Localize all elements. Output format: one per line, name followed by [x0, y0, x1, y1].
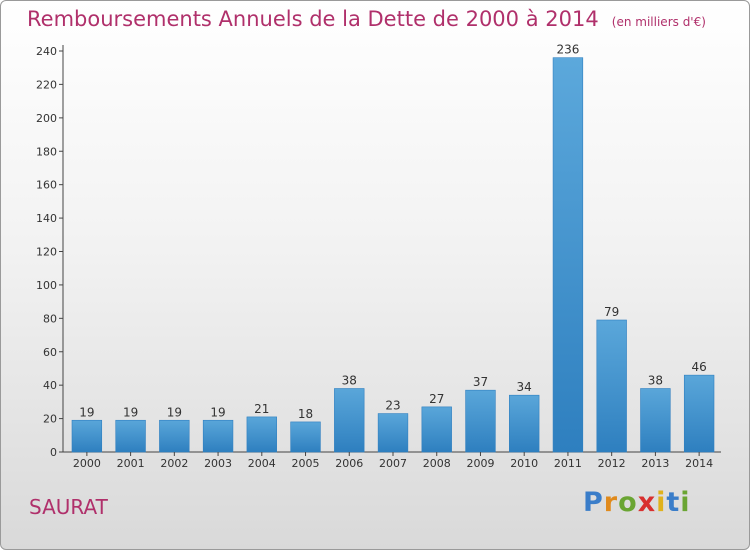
y-tick-label: 20 [43, 413, 57, 426]
y-tick-label: 80 [43, 312, 57, 325]
bar [202, 419, 234, 453]
value-label: 19 [123, 405, 138, 419]
value-label: 23 [385, 399, 400, 413]
y-tick-label: 100 [36, 279, 57, 292]
value-label: 79 [604, 305, 619, 319]
x-tick-label: 2006 [335, 457, 363, 470]
value-label: 46 [691, 360, 706, 374]
x-tick-label: 2007 [379, 457, 407, 470]
bar [596, 319, 627, 453]
chart-title: Remboursements Annuels de la Dette de 20… [27, 7, 706, 31]
y-tick-label: 240 [36, 45, 57, 58]
bar [421, 406, 452, 453]
value-label: 19 [210, 405, 225, 419]
x-tick-label: 2010 [510, 457, 538, 470]
value-label: 19 [79, 405, 94, 419]
title-text: Remboursements Annuels de la Dette de 20… [27, 7, 599, 31]
y-tick-label: 160 [36, 179, 57, 192]
bar [465, 389, 496, 453]
value-label: 34 [517, 380, 532, 394]
bar [159, 419, 190, 453]
proxiti-logo: Proxiti [583, 487, 691, 518]
bar [640, 388, 671, 453]
y-tick-label: 200 [36, 112, 57, 125]
bar [246, 416, 277, 453]
bar [334, 388, 365, 453]
logo-letter: i [680, 487, 691, 518]
x-tick-label: 2004 [248, 457, 276, 470]
value-label: 236 [556, 43, 579, 57]
bar [683, 374, 715, 453]
value-label: 38 [342, 374, 357, 388]
x-tick-label: 2011 [554, 457, 582, 470]
x-tick-label: 2001 [117, 457, 145, 470]
x-tick-label: 2009 [466, 457, 494, 470]
value-label: 27 [429, 392, 444, 406]
x-tick-label: 2014 [685, 457, 713, 470]
bar [377, 413, 409, 453]
logo-letter: t [666, 487, 681, 518]
y-tick-label: 120 [36, 246, 57, 259]
x-tick-label: 2008 [423, 457, 451, 470]
bar [290, 421, 321, 453]
x-tick-label: 2012 [598, 457, 626, 470]
value-label: 38 [648, 374, 663, 388]
x-tick-label: 2002 [160, 457, 188, 470]
logo-letter: r [603, 487, 619, 518]
logo-letter: P [583, 487, 604, 518]
value-label: 19 [167, 405, 182, 419]
y-tick-label: 60 [43, 346, 57, 359]
y-tick-label: 220 [36, 78, 57, 91]
bar [509, 394, 540, 453]
x-tick-label: 2003 [204, 457, 232, 470]
bar [71, 419, 103, 453]
logo-letter: i [656, 487, 667, 518]
bar [552, 57, 584, 453]
value-label: 18 [298, 407, 313, 421]
y-tick-label: 180 [36, 145, 57, 158]
y-tick-label: 40 [43, 379, 57, 392]
x-tick-label: 2000 [73, 457, 101, 470]
x-tick-label: 2005 [292, 457, 320, 470]
title-unit: (en milliers d'€) [611, 15, 706, 29]
value-label: 37 [473, 375, 488, 389]
y-tick-label: 0 [50, 446, 57, 459]
x-tick-label: 2013 [641, 457, 669, 470]
bar [115, 419, 146, 453]
logo-letter: o [618, 487, 638, 518]
y-tick-label: 140 [36, 212, 57, 225]
value-label: 21 [254, 402, 269, 416]
logo-letter: x [637, 487, 657, 518]
commune-name: SAURAT [29, 495, 108, 519]
